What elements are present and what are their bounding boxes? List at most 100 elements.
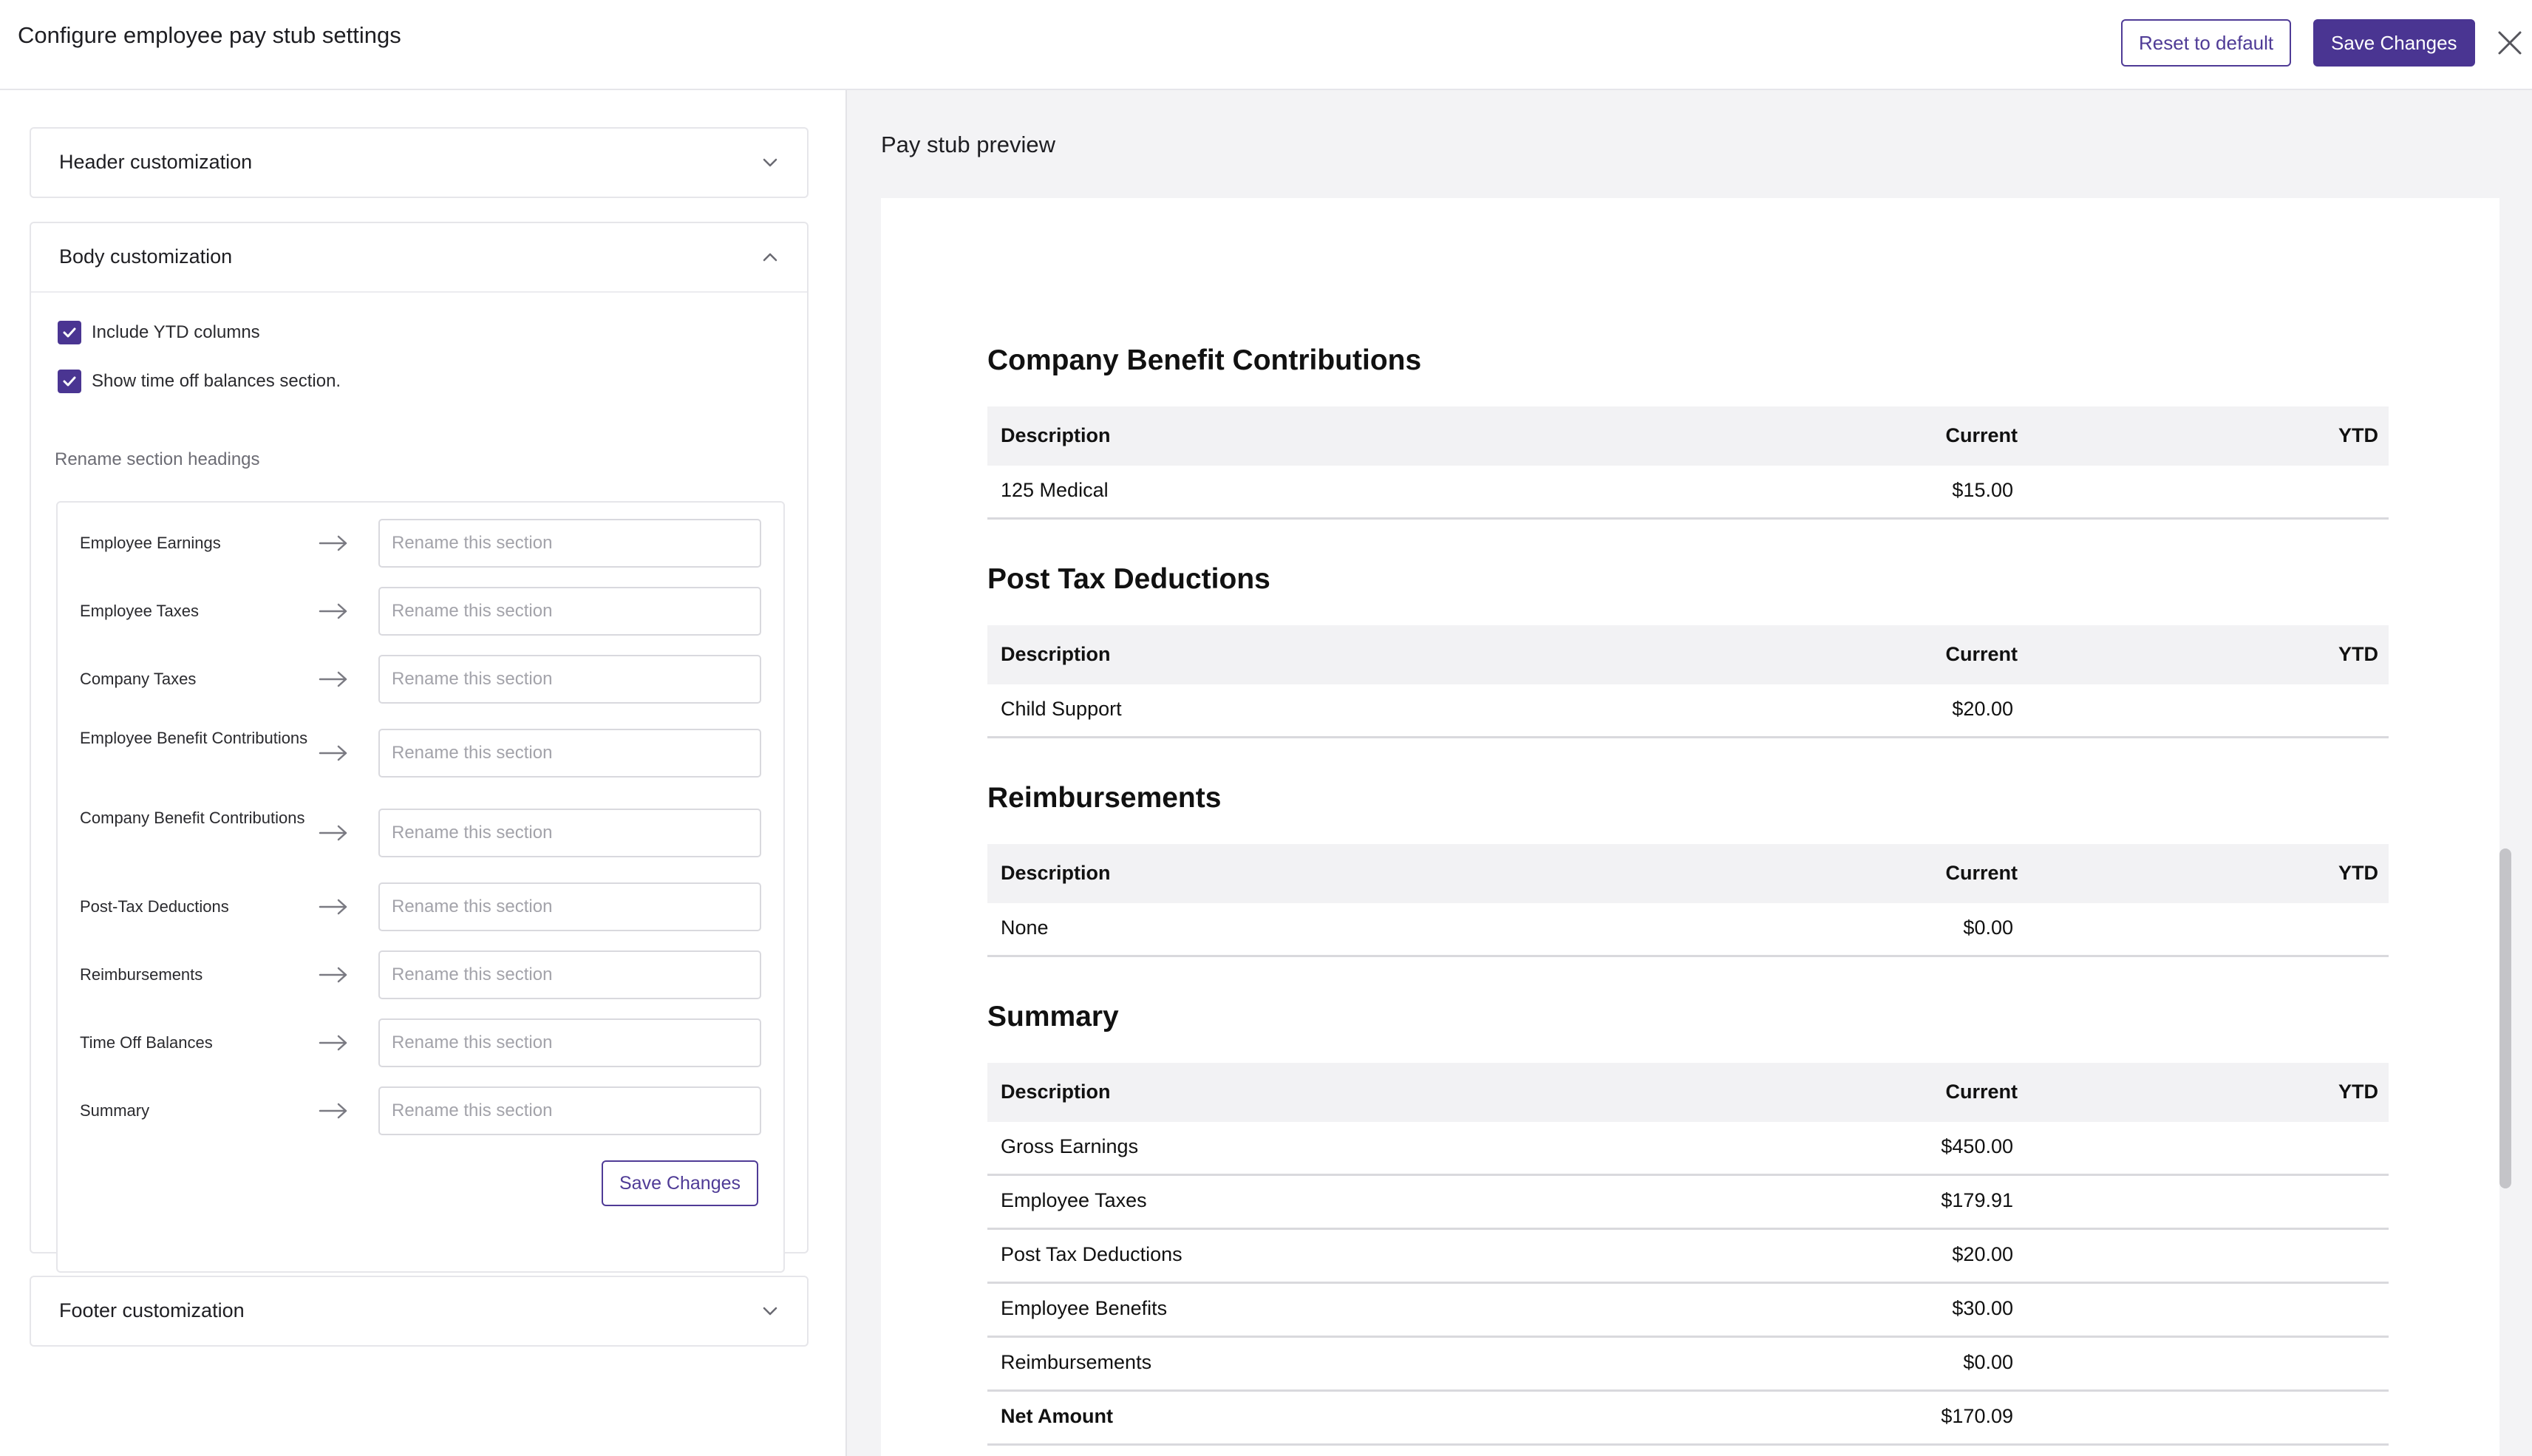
top-bar: Configure employee pay stub settings Res… [0,0,2532,90]
accordion-header[interactable]: Body customization [31,223,807,291]
preview-title: Pay stub preview [881,132,1056,157]
arrow-right-icon [319,825,347,841]
include-ytd-checkbox-row[interactable]: Include YTD columns [58,318,260,347]
column-description: Description [1001,643,1111,665]
table-header: Description Current YTD [987,625,2389,684]
accordion-title: Footer customization [59,1299,245,1321]
table-header: Description Current YTD [987,406,2389,466]
column-ytd: YTD [2338,643,2378,665]
table-row: Child Support $20.00 [987,684,2389,738]
section-name-label: Post-Tax Deductions [80,897,229,916]
row-current: $0.00 [1963,916,2013,939]
section-name-label: Employee Earnings [80,534,221,552]
show-time-off-checkbox[interactable] [58,370,81,393]
section-name-label: Reimbursements [80,965,203,984]
row-description: Employee Benefits [1001,1297,1168,1319]
settings-pane: Header customization Body customization … [0,90,845,1456]
rename-employee-benefit-contributions-input[interactable] [378,729,761,778]
body-customization-accordion: Body customization Include YTD columns S… [30,222,809,1273]
rename-company-taxes-input[interactable] [378,655,761,704]
row-description: 125 Medical [1001,479,1109,501]
table-header: Description Current YTD [987,844,2389,903]
table-row: None $0.00 [987,903,2389,957]
arrow-right-icon [319,1035,347,1051]
reset-to-default-button[interactable]: Reset to default [2121,19,2292,67]
preview-scrollbar-thumb[interactable] [2499,848,2511,1188]
include-ytd-checkbox[interactable] [58,321,81,344]
rename-sections-panel: Employee Earnings Employee Taxes Company… [56,501,785,1273]
show-time-off-checkbox-row[interactable]: Show time off balances section. [58,367,341,396]
section-name-label: Employee Taxes [80,602,200,620]
save-changes-button[interactable]: Save Changes [2313,19,2475,67]
accordion-title: Body customization [59,245,233,268]
row-current: $0.00 [1963,1351,2013,1373]
column-description: Description [1001,1081,1111,1103]
accordion-header[interactable]: Header customization [31,129,807,197]
arrow-right-icon [319,745,347,761]
column-current: Current [1945,643,2018,665]
row-description: Gross Earnings [1001,1135,1139,1157]
arrow-right-icon [319,603,347,619]
column-current: Current [1945,1081,2018,1103]
accordion-divider [31,291,807,293]
post-tax-deductions-table: Description Current YTD Child Support $2… [987,625,2389,738]
arrow-right-icon [319,967,347,983]
section-title: Company Benefit Contributions [987,344,1422,376]
row-description: None [1001,916,1049,939]
table-row: Reimbursements $0.00 [987,1338,2389,1392]
save-renamed-sections-button[interactable]: Save Changes [602,1160,759,1206]
row-current: $170.09 [1941,1405,2013,1427]
row-current: $20.00 [1952,698,2013,720]
table-row: Employee Benefits $30.00 [987,1284,2389,1338]
header-customization-accordion[interactable]: Header customization [30,127,809,198]
chevron-down-icon[interactable] [760,1301,780,1321]
close-icon[interactable] [2497,30,2523,56]
row-current: $20.00 [1952,1243,2013,1265]
rename-post-tax-deductions-input[interactable] [378,882,761,931]
accordion-header[interactable]: Footer customization [31,1277,807,1345]
column-description: Description [1001,424,1111,446]
rename-section-headings-label: Rename section headings [55,449,260,469]
footer-customization-accordion[interactable]: Footer customization [30,1276,809,1347]
section-title: Post Tax Deductions [987,563,1270,595]
column-ytd: YTD [2338,1081,2378,1103]
column-current: Current [1945,424,2018,446]
table-row: Post Tax Deductions $20.00 [987,1230,2389,1284]
section-name-label: Employee Benefit Contributions [80,729,308,747]
row-description: Post Tax Deductions [1001,1243,1182,1265]
rename-employee-earnings-input[interactable] [378,519,761,568]
row-current: $179.91 [1941,1189,2013,1211]
table-row: Employee Taxes $179.91 [987,1176,2389,1230]
column-current: Current [1945,862,2018,884]
reimbursements-table: Description Current YTD None $0.00 [987,844,2389,957]
section-name-label: Summary [80,1101,150,1120]
accordion-title: Header customization [59,151,253,173]
pane-divider [845,90,847,1456]
checkmark-icon [63,327,76,338]
section-name-label: Time Off Balances [80,1033,213,1052]
checkbox-label: Include YTD columns [92,322,260,342]
row-current: $15.00 [1952,479,2013,501]
row-description: Employee Taxes [1001,1189,1147,1211]
company-benefit-contributions-table: Description Current YTD 125 Medical $15.… [987,406,2389,520]
column-ytd: YTD [2338,424,2378,446]
section-name-label: Company Taxes [80,670,197,688]
rename-company-benefit-contributions-input[interactable] [378,809,761,857]
chevron-up-icon[interactable] [760,247,780,268]
section-title: Summary [987,1001,1119,1033]
rename-reimbursements-input[interactable] [378,950,761,999]
rename-time-off-balances-input[interactable] [378,1018,761,1067]
rename-summary-input[interactable] [378,1086,761,1135]
chevron-down-icon[interactable] [760,152,780,173]
table-row-total: Net Amount $170.09 [987,1392,2389,1446]
table-header: Description Current YTD [987,1063,2389,1122]
row-description: Child Support [1001,698,1122,720]
arrow-right-icon [319,671,347,687]
summary-table: Description Current YTD Gross Earnings $… [987,1063,2389,1446]
row-description: Net Amount [1001,1405,1113,1427]
rename-employee-taxes-input[interactable] [378,587,761,636]
checkbox-label: Show time off balances section. [92,371,341,391]
row-current: $450.00 [1941,1135,2013,1157]
arrow-right-icon [319,1103,347,1119]
row-description: Reimbursements [1001,1351,1152,1373]
